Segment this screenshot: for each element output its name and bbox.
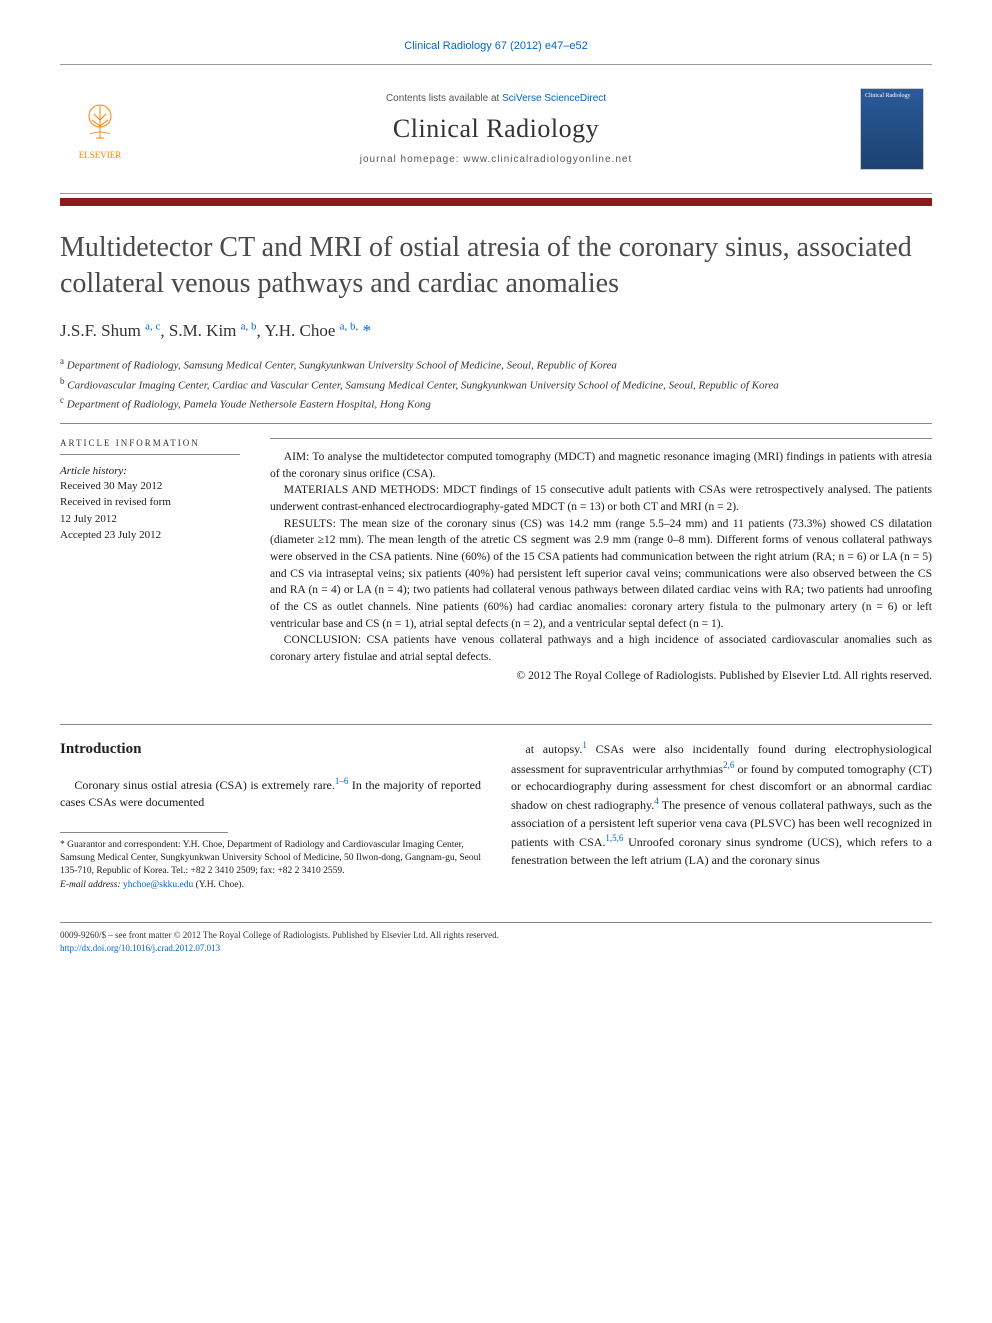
article-title: Multidetector CT and MRI of ostial atres…	[60, 230, 932, 303]
abstract-aim: AIM: To analyse the multidetector comput…	[270, 449, 932, 482]
footer-rule	[60, 922, 932, 923]
abstract-methods: MATERIALS AND METHODS: MDCT findings of …	[270, 482, 932, 515]
abstract-block: AIM: To analyse the multidetector comput…	[270, 438, 932, 684]
ref-sup[interactable]: 1–6	[335, 776, 349, 786]
corresponding-asterisk[interactable]: *	[363, 321, 372, 340]
author-1: J.S.F. Shum a, c	[60, 321, 160, 340]
affiliation-list: a Department of Radiology, Samsung Medic…	[60, 355, 932, 412]
intro-para-2: at autopsy.1 CSAs were also incidentally…	[511, 739, 932, 869]
history-accepted: Accepted 23 July 2012	[60, 528, 240, 543]
abstract-conclusion: CONCLUSION: CSA patients have venous col…	[270, 632, 932, 665]
affiliation-c: c Department of Radiology, Pamela Youde …	[60, 394, 932, 413]
abstract-results: RESULTS: The mean size of the coronary s…	[270, 516, 932, 633]
history-revised-1: Received in revised form	[60, 495, 240, 510]
author-aff-sup[interactable]: a, b,	[340, 321, 359, 333]
author-aff-sup[interactable]: a, c	[145, 321, 160, 333]
author-name: J.S.F. Shum	[60, 321, 141, 340]
author-name: Y.H. Choe	[264, 321, 335, 340]
aff-sup: a	[60, 356, 64, 366]
left-column: Introduction Coronary sinus ostial atres…	[60, 739, 481, 892]
introduction-heading: Introduction	[60, 739, 481, 761]
email-label: E-mail address:	[60, 880, 123, 890]
cover-image: Clinical Radiology	[860, 88, 924, 170]
footer-text: 0009-9260/$ – see front matter © 2012 Th…	[60, 929, 932, 954]
red-divider-bar	[60, 198, 932, 206]
journal-reference-top: Clinical Radiology 67 (2012) e47–e52	[60, 40, 932, 52]
email-link[interactable]: yhchoe@skku.edu	[123, 880, 193, 890]
author-3: Y.H. Choe a, b, *	[264, 321, 371, 340]
journal-name: Clinical Radiology	[140, 114, 852, 144]
email-footnote: E-mail address: yhchoe@skku.edu (Y.H. Ch…	[60, 879, 481, 892]
cover-label: Clinical Radiology	[865, 93, 919, 99]
guarantor-footnote: * Guarantor and correspondent: Y.H. Choe…	[60, 839, 481, 879]
aff-text: Department of Radiology, Pamela Youde Ne…	[67, 398, 431, 410]
divider-rule	[60, 423, 932, 424]
article-info-heading: ARTICLE INFORMATION	[60, 438, 240, 455]
history-revised-2: 12 July 2012	[60, 512, 240, 527]
homepage-url[interactable]: www.clinicalradiologyonline.net	[463, 154, 632, 165]
article-information-block: ARTICLE INFORMATION Article history: Rec…	[60, 438, 240, 684]
elsevier-tree-icon	[76, 98, 124, 146]
elsevier-label: ELSEVIER	[79, 150, 122, 160]
contents-prefix: Contents lists available at	[386, 93, 502, 104]
article-history-label: Article history:	[60, 465, 240, 477]
ref-sup[interactable]: 2,6	[723, 760, 734, 770]
footnote-rule	[60, 832, 228, 833]
abstract-copyright: © 2012 The Royal College of Radiologists…	[270, 668, 932, 685]
journal-header-box: ELSEVIER Contents lists available at Sci…	[60, 64, 932, 194]
email-suffix: (Y.H. Choe).	[193, 880, 244, 890]
right-column: at autopsy.1 CSAs were also incidentally…	[511, 739, 932, 892]
aff-text: Cardiovascular Imaging Center, Cardiac a…	[67, 379, 779, 391]
info-abstract-row: ARTICLE INFORMATION Article history: Rec…	[60, 438, 932, 684]
author-aff-sup[interactable]: a, b	[241, 321, 257, 333]
history-received: Received 30 May 2012	[60, 479, 240, 494]
aff-sup: b	[60, 376, 65, 386]
elsevier-logo[interactable]: ELSEVIER	[60, 65, 140, 193]
aff-sup: c	[60, 395, 64, 405]
ref-sup[interactable]: 1	[582, 740, 587, 750]
author-name: S.M. Kim	[169, 321, 237, 340]
body-two-column: Introduction Coronary sinus ostial atres…	[60, 739, 932, 892]
ref-sup[interactable]: 1,5,6	[605, 833, 623, 843]
intro-para-1: Coronary sinus ostial atresia (CSA) is e…	[60, 775, 481, 812]
doi-link[interactable]: http://dx.doi.org/10.1016/j.crad.2012.07…	[60, 943, 220, 953]
sciencedirect-link[interactable]: SciVerse ScienceDirect	[502, 93, 606, 104]
affiliation-a: a Department of Radiology, Samsung Medic…	[60, 355, 932, 374]
affiliation-b: b Cardiovascular Imaging Center, Cardiac…	[60, 375, 932, 394]
divider-rule-2	[60, 724, 932, 725]
footer-copyright: 0009-9260/$ – see front matter © 2012 Th…	[60, 929, 932, 942]
ref-sup[interactable]: 4	[654, 796, 659, 806]
aff-text: Department of Radiology, Samsung Medical…	[67, 360, 617, 372]
homepage-line: journal homepage: www.clinicalradiologyo…	[140, 154, 852, 165]
author-2: S.M. Kim a, b	[169, 321, 257, 340]
contents-available-line: Contents lists available at SciVerse Sci…	[140, 93, 852, 104]
header-center: Contents lists available at SciVerse Sci…	[140, 65, 852, 193]
homepage-prefix: journal homepage:	[360, 154, 464, 165]
author-list: J.S.F. Shum a, c, S.M. Kim a, b, Y.H. Ch…	[60, 321, 932, 342]
journal-cover-thumb[interactable]: Clinical Radiology	[852, 65, 932, 193]
